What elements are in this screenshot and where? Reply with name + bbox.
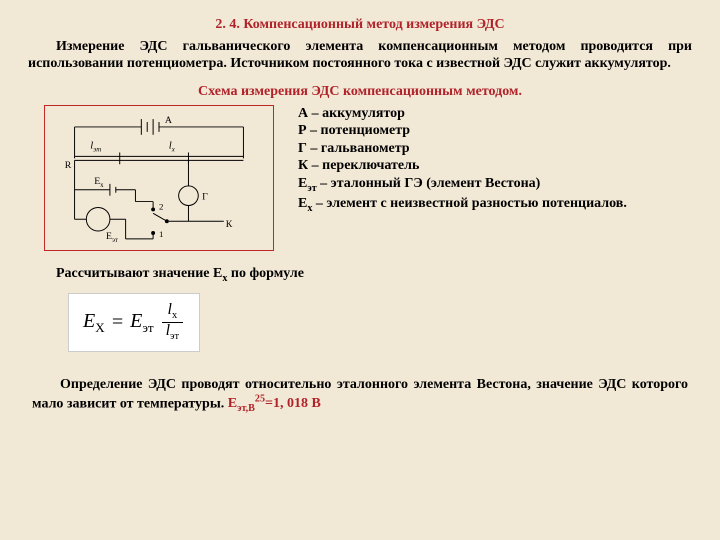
legend-K: К – переключатель [298, 157, 692, 175]
formula-block: EX = Eэт lx lэт [68, 293, 692, 352]
legend-Ex: Ех – элемент с неизвестной разностью пот… [298, 195, 692, 215]
legend-A: А – аккумулятор [298, 105, 692, 123]
legend-G: Г – гальванометр [298, 140, 692, 158]
scheme-subtitle: Схема измерения ЭДС компенсационным мето… [28, 83, 692, 101]
svg-text:lэт: lэт [90, 139, 101, 153]
diagram-label-G: Г [202, 191, 208, 202]
legend-R: Р – потенциометр [298, 122, 692, 140]
legend-block: А – аккумулятор Р – потенциометр Г – гал… [298, 105, 692, 251]
svg-text:1: 1 [159, 228, 163, 238]
formula: EX = Eэт lx lэт [68, 293, 200, 352]
svg-text:lх: lх [169, 139, 175, 153]
legend-Eet: Еэт – эталонный ГЭ (элемент Вестона) [298, 175, 692, 195]
diagram-label-A: А [165, 115, 172, 126]
diagram-label-R: R [65, 160, 72, 171]
svg-text:Ех: Ех [94, 175, 104, 188]
svg-text:2: 2 [159, 201, 163, 211]
intro-paragraph: Измерение ЭДС гальванического элемента к… [28, 38, 692, 73]
circuit-diagram: А lэт lх R Г [44, 105, 274, 251]
diagram-legend-row: А lэт lх R Г [28, 105, 692, 251]
section-title: 2. 4. Компенсационный метод измерения ЭД… [28, 16, 692, 34]
svg-text:Еэт: Еэт [106, 230, 118, 243]
calc-sentence: Рассчитывают значение Ех по формуле [28, 265, 692, 285]
diagram-label-K: К [226, 219, 233, 230]
conclusion-paragraph: Определение ЭДС проводят относительно эт… [28, 376, 692, 416]
